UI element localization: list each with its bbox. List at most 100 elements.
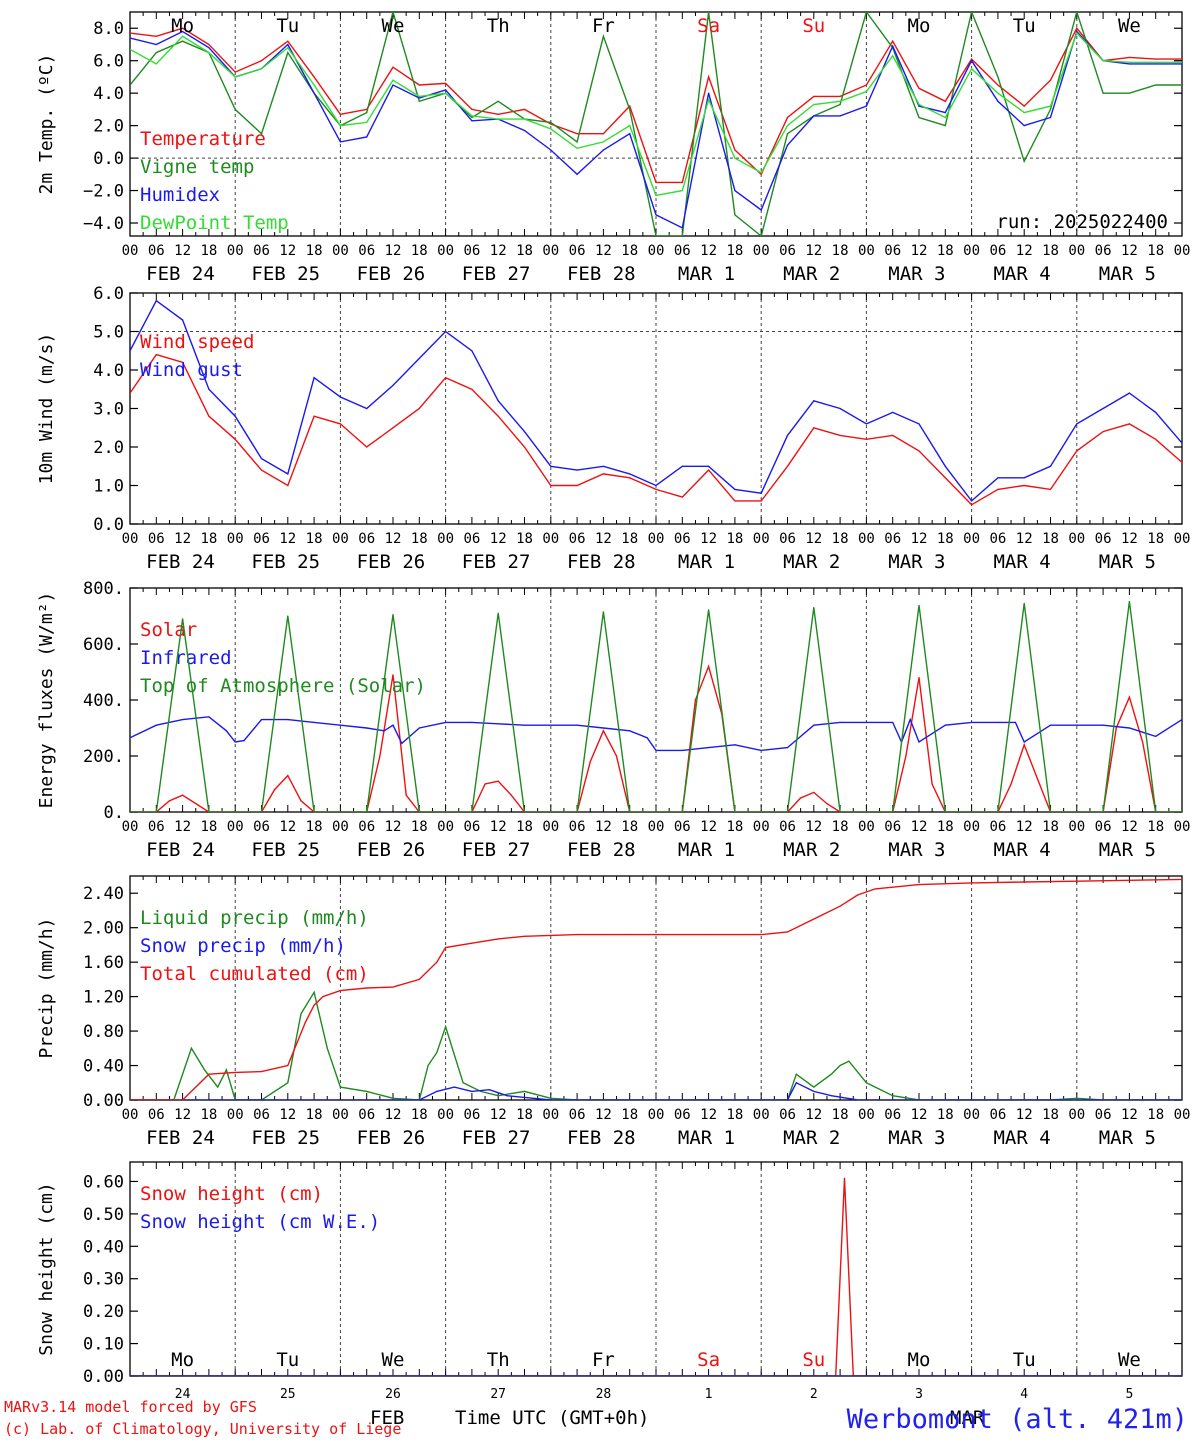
data-point: [892, 45, 894, 47]
data-point: [931, 783, 933, 785]
date-label: FEB 25: [251, 1127, 320, 1149]
y-tick-label: 8.0: [93, 19, 124, 39]
data-point: [182, 319, 184, 321]
data-point: [550, 128, 552, 130]
data-point: [260, 469, 263, 471]
data-point: [681, 227, 683, 229]
data-point: [182, 40, 184, 42]
data-point: [523, 129, 526, 132]
hour-tick-label: 06: [1095, 243, 1112, 259]
data-point: [1023, 160, 1025, 162]
data-point: [918, 604, 920, 606]
hour-tick-label: 00: [648, 243, 665, 259]
data-point: [418, 97, 420, 99]
hour-tick-label: 00: [1068, 819, 1085, 835]
hour-tick-label: 00: [1068, 243, 1085, 259]
y-tick-label: 0.00: [83, 1367, 124, 1387]
data-point: [576, 133, 578, 135]
date-label: FEB 26: [357, 1127, 426, 1149]
hour-tick-label: 18: [306, 531, 323, 547]
hour-tick-label: 12: [174, 1107, 191, 1123]
hour-tick-label: 06: [253, 243, 270, 259]
data-point: [708, 76, 710, 78]
data-point: [1181, 461, 1182, 463]
data-point: [550, 1097, 552, 1099]
panel-snow: 0.60 0.50 0.40 0.30 0.20 0.10 0.00 Snow height …: [36, 1161, 1183, 1402]
data-point: [304, 1021, 306, 1024]
data-point: [1128, 61, 1130, 63]
hour-tick-label: 00: [227, 531, 244, 547]
data-point: [392, 384, 394, 386]
data-point: [155, 354, 157, 356]
data-point: [602, 133, 605, 135]
data-point: [550, 465, 552, 467]
data-point: [392, 84, 394, 86]
hour-tick-label: 00: [332, 531, 349, 547]
data-point: [462, 1082, 464, 1084]
data-point: [436, 1052, 438, 1054]
day-number-label: 5: [1125, 1387, 1133, 1402]
data-point: [839, 407, 841, 410]
hour-tick-label: 12: [279, 243, 296, 259]
data-point: [313, 721, 315, 724]
data-point: [471, 116, 473, 119]
data-point: [971, 882, 973, 884]
data-point: [260, 811, 263, 812]
data-point: [1076, 30, 1078, 33]
data-point: [892, 1095, 894, 1097]
data-point: [865, 438, 868, 440]
data-point: [445, 1026, 447, 1028]
hour-tick-label: 18: [200, 243, 217, 259]
hour-tick-label: 12: [1121, 1107, 1138, 1123]
legend-entry: Solar: [140, 619, 197, 641]
data-point: [602, 727, 605, 729]
y-axis-title: Energy fluxes (W/m²): [36, 592, 57, 809]
hour-tick-label: 12: [1121, 243, 1138, 259]
footer-month-mar: MAR: [950, 1407, 985, 1429]
data-point: [497, 780, 499, 782]
day-number-label: 24: [175, 1387, 191, 1402]
hour-tick-label: 18: [832, 1107, 849, 1123]
data-point: [997, 76, 999, 78]
data-point: [1036, 777, 1038, 780]
data-point: [1181, 442, 1182, 444]
day-number-label: 2: [810, 1387, 818, 1402]
y-tick-label: 200.: [83, 747, 124, 767]
weekday-label: Mo: [171, 1349, 194, 1371]
data-point: [865, 721, 868, 724]
hour-tick-label: 12: [174, 243, 191, 259]
plot-frame: [129, 587, 1183, 813]
hour-tick-label: 06: [674, 1107, 691, 1123]
hour-tick-label: 06: [1095, 819, 1112, 835]
hour-tick-label: 18: [516, 819, 533, 835]
hour-tick-label: 12: [805, 1107, 822, 1123]
data-point: [225, 1069, 228, 1071]
data-point: [366, 1090, 368, 1092]
data-point: [523, 446, 526, 448]
hour-tick-label: 00: [542, 819, 559, 835]
hour-tick-label: 12: [385, 531, 402, 547]
data-point: [497, 118, 499, 120]
data-point: [445, 330, 447, 333]
hour-tick-label: 06: [148, 819, 165, 835]
hour-tick-label: 12: [595, 243, 612, 259]
hour-tick-label: 12: [279, 819, 296, 835]
weekday-label: Th: [487, 1349, 510, 1371]
hour-tick-label: 00: [753, 819, 770, 835]
data-point: [418, 811, 420, 812]
data-point: [1076, 1097, 1078, 1099]
data-point: [418, 84, 420, 86]
data-point: [694, 699, 697, 701]
data-point: [813, 400, 815, 402]
day-number-label: 1: [705, 1387, 713, 1402]
legend-entry: Vigne temp: [140, 156, 254, 178]
date-label: MAR 1: [678, 263, 735, 285]
data-point: [287, 473, 289, 475]
data-point: [795, 1073, 797, 1075]
hour-tick-label: 18: [621, 243, 638, 259]
data-point: [760, 811, 762, 812]
hour-tick-label: 12: [1016, 1107, 1033, 1123]
data-point: [655, 181, 657, 184]
data-point: [655, 484, 657, 487]
